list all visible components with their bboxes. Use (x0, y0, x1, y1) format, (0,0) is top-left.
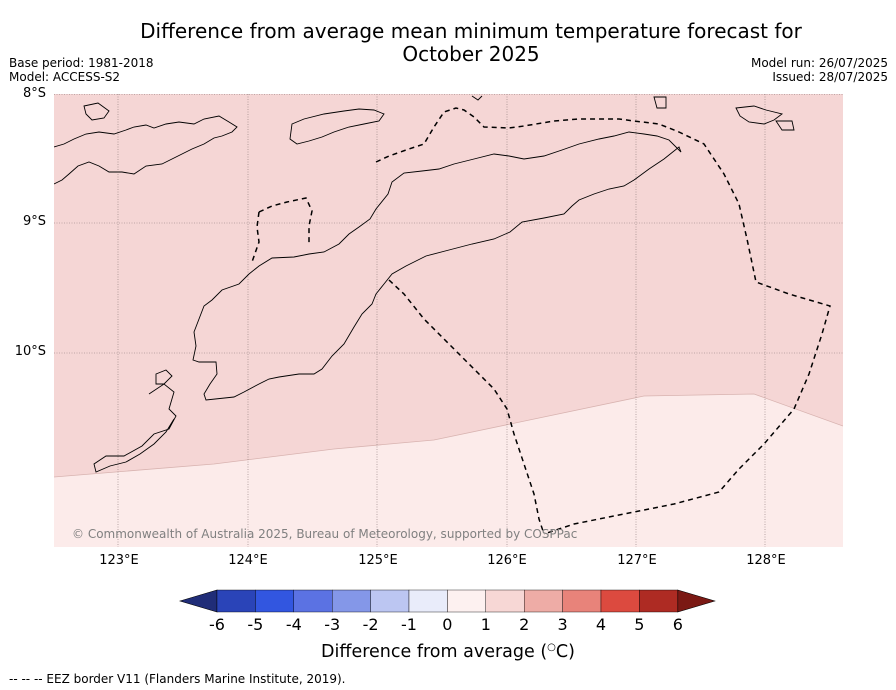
issued-date: Issued: 28/07/2025 (772, 70, 888, 84)
colorbar-tick-label: 4 (595, 615, 607, 634)
colorbar-tick-label: 2 (519, 615, 530, 634)
colorbar-title-main: Difference from average ( (321, 642, 548, 662)
colorbar-tick-label: -5 (247, 615, 264, 634)
colorbar-cell (447, 589, 486, 613)
eez-border-east (375, 107, 831, 535)
colorbar-cell (408, 589, 448, 613)
map-area (54, 94, 843, 547)
colorbar-tick-label: 5 (634, 615, 645, 634)
colorbar-cell (524, 589, 563, 613)
lat-label-8s: 8°S (22, 86, 46, 101)
wetar-island-outline (289, 108, 385, 145)
lon-label-127e: 127°E (617, 553, 657, 568)
chart-title: Difference from average mean minimum tem… (140, 19, 802, 66)
copyright-notice: © Commonwealth of Australia 2025, Bureau… (72, 527, 578, 541)
colorbar-tick-label: 0 (442, 615, 453, 634)
degree-symbol-icon: ○ (547, 642, 556, 654)
colorbar-cell (639, 589, 678, 613)
colorbar-tick-label: 1 (480, 615, 491, 634)
eez-border-oecusse-west (251, 211, 260, 263)
colorbar-tick-label: -6 (209, 615, 225, 634)
small-island-east (775, 120, 795, 131)
colorbar-tick-label: -2 (362, 615, 379, 634)
map-svg (54, 94, 843, 547)
model-run: Model run: 26/07/2025 (750, 56, 888, 70)
anomaly-region-0-to-1 (54, 394, 843, 547)
lon-label-128e: 128°E (746, 553, 786, 568)
eez-border (251, 107, 831, 535)
lon-label-125e: 125°E (358, 553, 398, 568)
colorbar (178, 589, 716, 613)
grid-lines (54, 94, 843, 547)
meta-right: Model run: 26/07/2025 Issued: 28/07/2025 (751, 56, 888, 84)
lon-label-123e: 123°E (99, 553, 139, 568)
colorbar-cell (485, 589, 525, 613)
colorbar-tick-label: -3 (324, 615, 341, 634)
coastlines (54, 95, 795, 473)
lat-label-9s: 9°S (22, 214, 46, 229)
colorbar-cell (600, 589, 640, 613)
colorbar-cell (331, 589, 371, 613)
colorbar-title: Difference from average (○C) (180, 642, 716, 662)
babar-island-outline (735, 105, 784, 125)
colorbar-cell (562, 589, 602, 613)
colorbar-cell (293, 589, 333, 613)
lon-label-124e: 124°E (228, 553, 268, 568)
eez-border-south (388, 279, 545, 535)
colorbar-cell (216, 589, 256, 613)
eez-border-oecusse-north (258, 197, 313, 244)
meta-left: Base period: 1981-2018 Model: ACCESS-S2 (9, 56, 154, 84)
eez-footnote: -- -- -- EEZ border V11 (Flanders Marine… (9, 672, 346, 686)
rote-savu-coast-outline (93, 383, 177, 473)
colorbar-tick-label: -1 (401, 615, 417, 634)
colorbar-arrow-min (178, 589, 218, 613)
colorbar-tick-label: 6 (672, 615, 683, 634)
lat-label-10s: 10°S (14, 344, 46, 359)
small-island-northwest (83, 102, 110, 121)
small-island-top (471, 95, 483, 101)
category-boundary (54, 393, 843, 478)
colorbar-tick-label: 3 (557, 615, 568, 634)
small-island-south (155, 369, 173, 385)
colorbar-cell (255, 589, 295, 613)
colorbar-arrow-max (677, 589, 716, 613)
model-name: Model: ACCESS-S2 (9, 70, 121, 84)
timor-island-outline (192, 131, 682, 401)
colorbar-title-unit: C) (555, 642, 575, 662)
lon-label-126e: 126°E (487, 553, 527, 568)
colorbar-tick-label: -4 (285, 615, 302, 634)
small-island-north (653, 96, 667, 109)
base-period: Base period: 1981-2018 (9, 56, 154, 70)
colorbar-cell (370, 589, 410, 613)
flores-alor-coast-outline (54, 115, 238, 185)
